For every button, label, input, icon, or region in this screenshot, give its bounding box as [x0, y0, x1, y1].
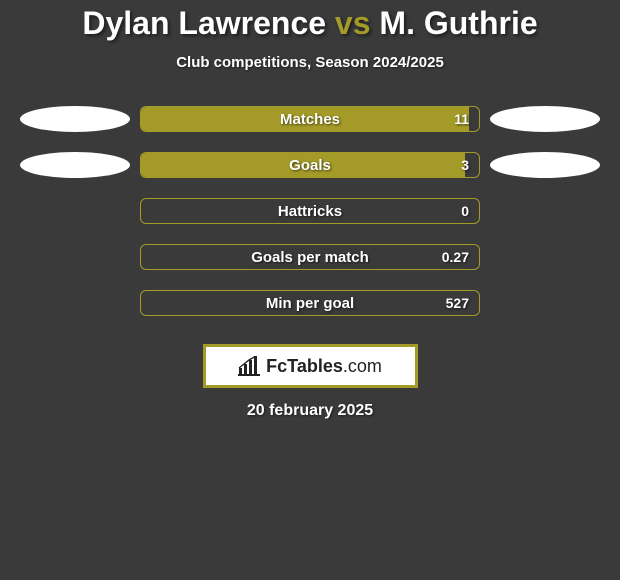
bar-label: Matches: [141, 107, 479, 131]
player2-name: M. Guthrie: [379, 5, 537, 41]
stat-row: Matches11: [0, 106, 620, 132]
bar-track: Min per goal527: [140, 290, 480, 316]
bar-value: 0.27: [442, 245, 469, 269]
badge-text: FcTables.com: [266, 356, 382, 377]
left-ellipse: [20, 152, 130, 178]
bar-value: 0: [461, 199, 469, 223]
stat-row: Goals3: [0, 152, 620, 178]
bar-track: Goals3: [140, 152, 480, 178]
bar-track: Goals per match0.27: [140, 244, 480, 270]
bar-label: Min per goal: [141, 291, 479, 315]
bar-label: Hattricks: [141, 199, 479, 223]
date-label: 20 february 2025: [0, 402, 620, 420]
player1-name: Dylan Lawrence: [82, 5, 326, 41]
bar-track: Matches11: [140, 106, 480, 132]
bar-chart-icon: [238, 356, 262, 376]
right-ellipse: [490, 152, 600, 178]
badge-prefix: Fc: [266, 356, 287, 376]
source-badge: FcTables.com: [203, 344, 418, 388]
stat-row: Min per goal527: [0, 290, 620, 316]
bar-value: 3: [461, 153, 469, 177]
bar-label: Goals: [141, 153, 479, 177]
left-ellipse: [20, 106, 130, 132]
subtitle: Club competitions, Season 2024/2025: [0, 54, 620, 71]
badge-main: Tables: [287, 356, 343, 376]
badge-suffix: .com: [343, 356, 382, 376]
right-ellipse: [490, 106, 600, 132]
stats-rows: Matches11 Goals3 Hattricks0 Goals per match…: [0, 106, 620, 316]
stat-row: Goals per match0.27: [0, 244, 620, 270]
bar-track: Hattricks0: [140, 198, 480, 224]
bar-value: 527: [446, 291, 469, 315]
bar-value: 11: [454, 107, 469, 131]
comparison-title: Dylan Lawrence vs M. Guthrie: [0, 5, 620, 42]
vs-word: vs: [335, 5, 371, 41]
bar-label: Goals per match: [141, 245, 479, 269]
stat-row: Hattricks0: [0, 198, 620, 224]
